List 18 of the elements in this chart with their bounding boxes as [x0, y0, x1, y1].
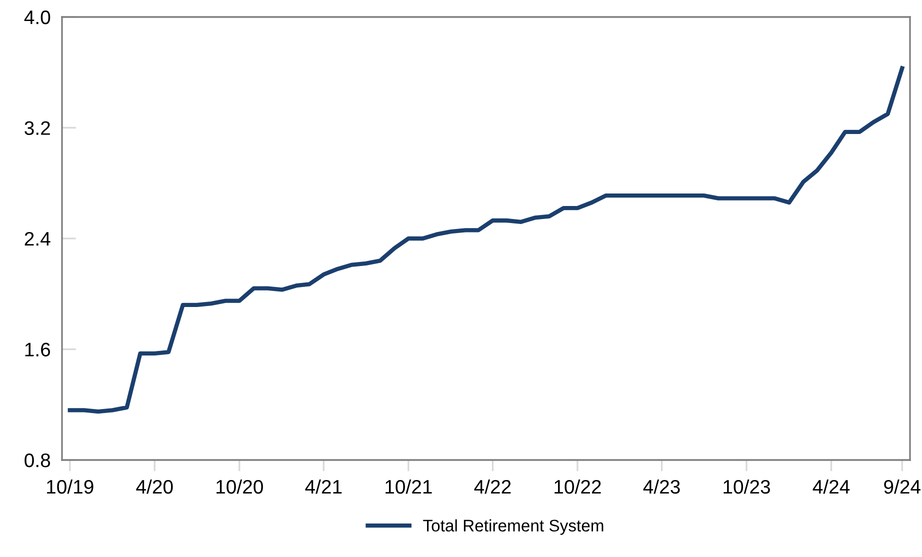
y-tick-label: 2.4	[24, 232, 50, 246]
y-tick-label: 0.8	[24, 453, 50, 468]
x-tick-label: 9/24	[884, 479, 920, 494]
y-tick-label: 4.0	[24, 10, 50, 24]
line-series	[68, 66, 904, 414]
legend-label: Total Retirement System	[423, 519, 604, 535]
x-tick-label: 10/23	[724, 479, 770, 494]
y-tick-label: 1.6	[25, 342, 50, 356]
x-tick-label: 4/20	[136, 479, 173, 494]
x-tick-label: 10/21	[386, 479, 432, 494]
x-tick-label: 4/22	[474, 479, 511, 494]
x-tick-label: 4/21	[305, 479, 342, 494]
x-tick-label: 10/22	[554, 479, 601, 494]
x-tick-label: 10/19	[47, 479, 94, 494]
y-tick-label: 3.2	[24, 121, 50, 135]
x-tick-label: 10/20	[216, 479, 263, 494]
x-tick-label: 4/23	[643, 479, 680, 494]
x-tick-label: 4/24	[812, 479, 850, 494]
